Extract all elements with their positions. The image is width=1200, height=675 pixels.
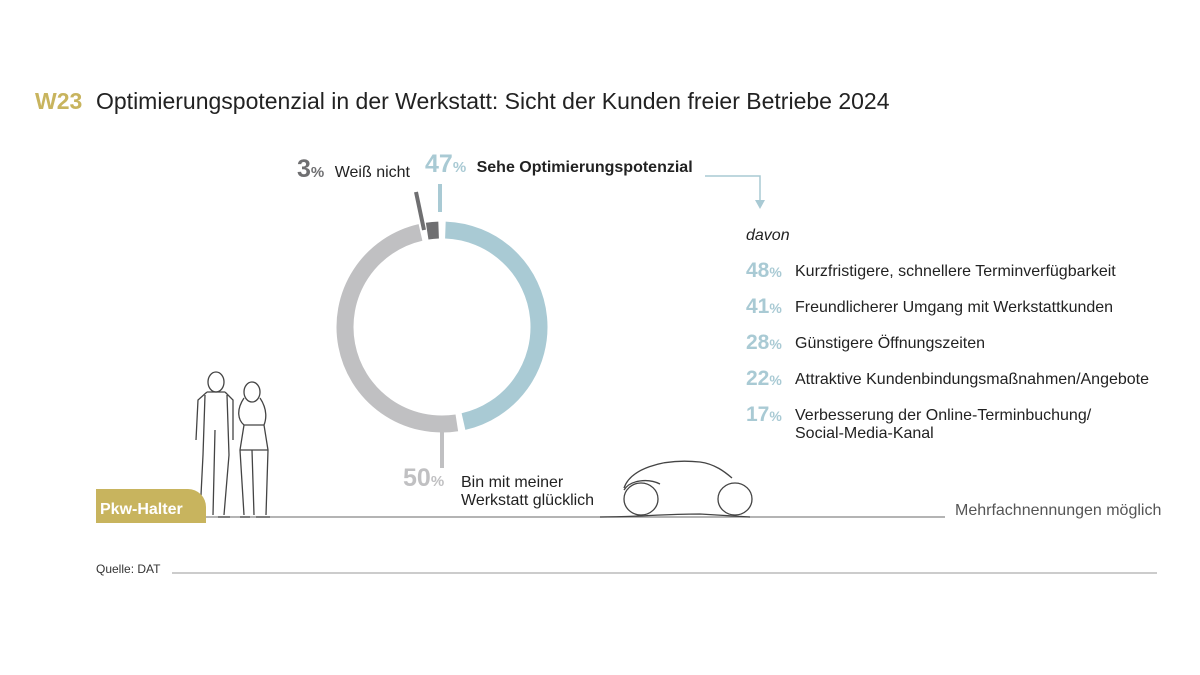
slice-happy xyxy=(336,224,459,433)
breakdown-item: 48% Kurzfristigere, schnellere Terminver… xyxy=(746,260,1176,284)
percent-sign: % xyxy=(769,372,782,388)
slice-unknown xyxy=(425,221,440,240)
arrow-line xyxy=(705,175,761,206)
connector-unknown xyxy=(414,191,426,231)
slice-value-happy-wrap: 50% xyxy=(403,464,444,493)
slice-label-unknown: 3% Weiß nicht xyxy=(297,155,410,184)
slice-value-happy: 50 xyxy=(403,464,431,492)
breakdown-list: 48% Kurzfristigere, schnellere Terminver… xyxy=(746,260,1176,455)
breakdown-label: Verbesserung der Online-Terminbuchung/ S… xyxy=(795,407,1092,442)
breakdown-value: 48 xyxy=(746,259,770,282)
slice-text-happy: Bin mit meiner Werkstatt glücklich xyxy=(461,474,595,509)
breakdown-item: 22% Attraktive Kundenbindungsmaßnahmen/A… xyxy=(746,368,1176,392)
breakdown-item: 28% Günstigere Öffnungszeiten xyxy=(746,332,1176,356)
percent-sign: % xyxy=(769,336,782,352)
breakdown-label: Attraktive Kundenbindungsmaßnahmen/Angeb… xyxy=(795,371,1150,388)
badge-label: Pkw-Halter xyxy=(100,501,183,518)
slice-text-optimization: Sehe Optimierungspotenzial xyxy=(476,159,693,176)
breakdown-item: 17% Verbesserung der Online-Terminbuchun… xyxy=(746,404,1176,443)
pkw-halter-badge: Pkw-Halter xyxy=(96,489,206,523)
percent-sign: % xyxy=(769,264,782,280)
slice-label-optimization: 47% Sehe Optimierungspotenzial xyxy=(425,150,693,179)
breakdown-value: 22 xyxy=(746,367,770,390)
percent-sign: % xyxy=(310,164,325,181)
chart-code: W23 xyxy=(35,88,83,114)
slice-value-optimization: 47 xyxy=(425,150,453,178)
multiple-answers-note: Mehrfachnennungen möglich xyxy=(955,502,1162,519)
slice-optimization xyxy=(445,221,548,430)
car-icon xyxy=(599,460,753,518)
source-note: Quelle: DAT xyxy=(96,562,161,576)
percent-sign: % xyxy=(452,159,467,176)
slice-text-unknown: Weiß nicht xyxy=(334,164,410,181)
chart-title: Optimierungspotenzial in der Werkstatt: … xyxy=(96,88,890,114)
breakdown-label: Günstigere Öffnungszeiten xyxy=(795,335,986,352)
breakdown-label: Freundlicherer Umgang mit Werkstattkunde… xyxy=(795,299,1114,316)
breakdown-intro: davon xyxy=(746,227,790,244)
slice-value-unknown: 3 xyxy=(297,155,311,183)
breakdown-label: Kurzfristigere, schnellere Terminverfügb… xyxy=(795,263,1116,280)
people-icon xyxy=(194,371,270,518)
percent-sign: % xyxy=(430,473,445,490)
percent-sign: % xyxy=(769,300,782,316)
arrow-head-icon xyxy=(755,200,765,209)
donut-slices xyxy=(336,221,548,433)
percent-sign: % xyxy=(769,408,782,424)
breakdown-item: 41% Freundlicherer Umgang mit Werkstattk… xyxy=(746,296,1176,320)
breakdown-value: 28 xyxy=(746,331,770,354)
breakdown-value: 41 xyxy=(746,295,770,318)
breakdown-value: 17 xyxy=(746,403,770,426)
